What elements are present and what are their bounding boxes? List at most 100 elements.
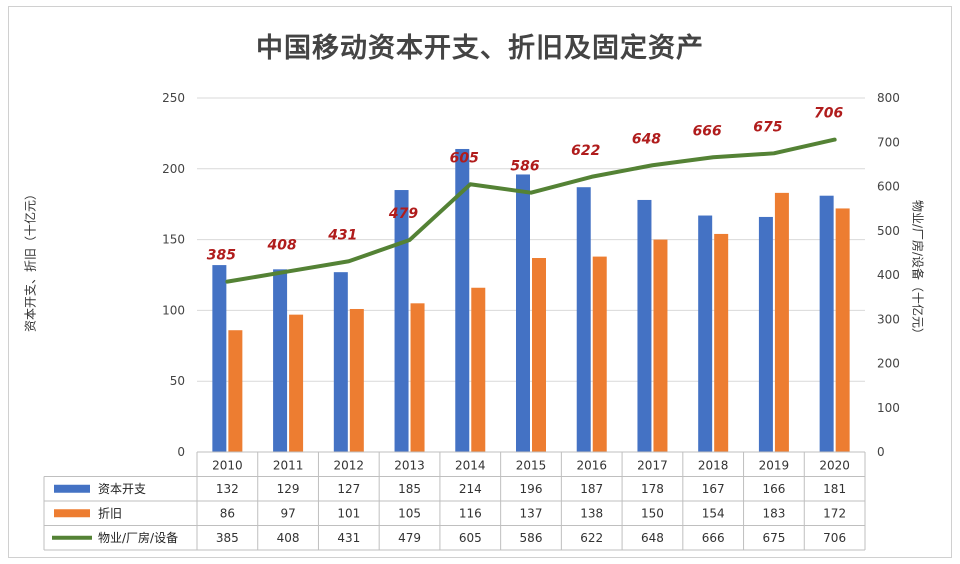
table-cell: 183 xyxy=(762,506,785,520)
data-label-ppe: 479 xyxy=(388,206,418,222)
table-cell: 479 xyxy=(398,531,421,545)
y-left-tick-label: 0 xyxy=(177,445,185,459)
legend-label: 资本开支 xyxy=(98,482,146,496)
category-label: 2013 xyxy=(394,458,425,472)
data-label-ppe: 648 xyxy=(632,131,661,147)
category-label: 2016 xyxy=(576,458,607,472)
y-right-tick-label: 600 xyxy=(877,180,900,194)
table-cell: 196 xyxy=(520,482,543,496)
table-cell: 116 xyxy=(459,506,482,520)
bar-depreciation xyxy=(349,308,364,452)
bar-depreciation xyxy=(592,256,607,452)
table-cell: 622 xyxy=(580,531,603,545)
data-label-ppe: 408 xyxy=(266,237,296,253)
table-cell: 172 xyxy=(823,506,846,520)
bar-capex xyxy=(516,174,530,453)
legend-swatch xyxy=(54,484,90,493)
table-cell: 97 xyxy=(280,506,295,520)
bar-capex xyxy=(333,272,348,452)
data-label-ppe: 622 xyxy=(571,143,600,159)
bar-capex xyxy=(212,265,227,452)
bar-capex xyxy=(698,215,713,452)
bar-depreciation xyxy=(714,233,729,452)
legend-label: 折旧 xyxy=(98,505,122,520)
table-cell: 105 xyxy=(398,506,421,520)
data-label-ppe: 675 xyxy=(753,119,782,135)
data-label-ppe: 385 xyxy=(207,248,236,264)
table-cell: 385 xyxy=(216,531,239,545)
bar-capex xyxy=(819,195,834,453)
category-label: 2020 xyxy=(819,458,850,472)
bar-capex xyxy=(273,269,288,452)
category-label: 2019 xyxy=(759,458,790,472)
y-right-tick-label: 0 xyxy=(877,445,885,459)
table-cell: 167 xyxy=(702,482,725,496)
bar-capex xyxy=(394,190,409,453)
table-cell: 129 xyxy=(277,482,300,496)
bar-capex xyxy=(758,216,773,452)
chart-title: 中国移动资本开支、折旧及固定资产 xyxy=(256,33,704,64)
y-right-tick-label: 300 xyxy=(877,312,900,326)
table-cell: 101 xyxy=(337,506,360,520)
table-cell: 586 xyxy=(520,531,543,545)
data-label-ppe: 605 xyxy=(450,150,479,166)
bar-capex xyxy=(576,187,591,452)
category-label: 2011 xyxy=(273,458,304,472)
table-cell: 666 xyxy=(702,531,725,545)
bar-capex xyxy=(455,148,470,452)
data-label-ppe: 706 xyxy=(814,106,843,122)
bar-depreciation xyxy=(228,330,243,452)
bar-depreciation xyxy=(774,192,789,452)
y-left-tick-label: 50 xyxy=(170,374,185,388)
legend-swatch xyxy=(54,509,90,518)
table-cell: 132 xyxy=(216,482,239,496)
y-right-tick-label: 700 xyxy=(877,135,900,149)
y-left-tick-label: 150 xyxy=(162,233,185,247)
chart-frame xyxy=(8,6,952,558)
table-cell: 154 xyxy=(702,506,725,520)
bar-depreciation xyxy=(532,258,546,452)
table-cell: 178 xyxy=(641,482,664,496)
table-cell: 185 xyxy=(398,482,421,496)
bar-depreciation xyxy=(471,287,486,452)
table-cell: 86 xyxy=(220,506,235,520)
table-cell: 431 xyxy=(337,531,360,545)
y-right-tick-label: 800 xyxy=(877,91,900,105)
table-cell: 166 xyxy=(762,482,785,496)
y-right-tick-label: 200 xyxy=(877,357,900,371)
table-cell: 706 xyxy=(823,531,846,545)
data-label-ppe: 666 xyxy=(693,123,722,139)
y-right-tick-label: 500 xyxy=(877,224,900,238)
table-cell: 648 xyxy=(641,531,664,545)
bar-depreciation xyxy=(653,239,668,452)
y-right-tick-label: 100 xyxy=(877,401,900,415)
y-left-tick-label: 250 xyxy=(162,91,185,105)
table-cell: 138 xyxy=(580,506,603,520)
y-right-tick-label: 400 xyxy=(877,268,900,282)
bar-depreciation xyxy=(835,208,850,452)
data-label-ppe: 431 xyxy=(327,227,357,243)
data-label-ppe: 586 xyxy=(510,159,539,175)
bar-capex xyxy=(637,199,652,452)
table-cell: 187 xyxy=(580,482,603,496)
category-label: 2018 xyxy=(698,458,729,472)
table-cell: 181 xyxy=(823,482,846,496)
category-label: 2017 xyxy=(637,458,668,472)
table-cell: 137 xyxy=(520,506,543,520)
table-cell: 127 xyxy=(337,482,360,496)
table-cell: 605 xyxy=(459,531,482,545)
table-cell: 675 xyxy=(762,531,785,545)
category-label: 2015 xyxy=(516,458,547,472)
category-label: 2014 xyxy=(455,458,486,472)
table-cell: 408 xyxy=(277,531,300,545)
y-left-tick-label: 200 xyxy=(162,162,185,176)
bar-depreciation xyxy=(289,314,304,452)
legend-label: 物业/厂房/设备 xyxy=(98,530,178,545)
category-label: 2012 xyxy=(334,458,365,472)
table-cell: 214 xyxy=(459,482,482,496)
category-label: 2010 xyxy=(212,458,243,472)
line-ppe xyxy=(225,137,837,284)
table-cell: 150 xyxy=(641,506,664,520)
y-left-tick-label: 100 xyxy=(162,303,185,317)
